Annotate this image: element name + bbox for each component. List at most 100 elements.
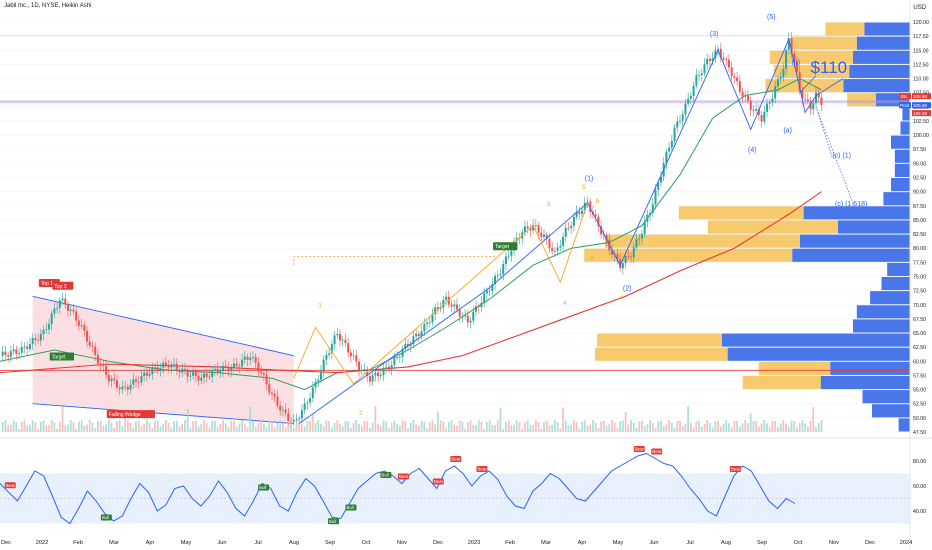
volume-bar: [97, 421, 99, 432]
candle-body: [485, 290, 488, 294]
volume-bar: [412, 420, 415, 432]
volume-bar: [548, 425, 551, 432]
candle-body: [53, 308, 56, 314]
candle-body: [466, 315, 469, 323]
candle-body: [570, 225, 573, 229]
volume-bar: [333, 422, 336, 432]
volume-bar: [129, 422, 132, 432]
volume-bar: [679, 420, 681, 432]
price-tick-label: 62.50: [913, 345, 926, 351]
volume-bar: [458, 420, 461, 432]
volume-bar: [431, 420, 434, 432]
volume-bar: [657, 421, 660, 432]
price-badge: [899, 102, 911, 109]
rsi-tag: [476, 466, 488, 472]
time-tick-label: Apr: [146, 540, 155, 546]
volume-bar: [165, 420, 167, 432]
time-tick-label: Aug: [289, 540, 299, 546]
candle-body: [417, 333, 420, 336]
candle-body: [45, 329, 48, 331]
candle-body: [64, 298, 67, 305]
candle-body: [284, 409, 287, 414]
candle-body: [649, 212, 652, 216]
rsi-tag-text: Bear: [434, 479, 444, 484]
candle-body: [107, 374, 110, 382]
candle-body: [203, 373, 205, 378]
volume-bar: [388, 428, 390, 432]
candle-body: [714, 50, 717, 59]
candle-body: [355, 355, 358, 362]
volume-bar: [445, 428, 447, 432]
volume-bar: [635, 427, 638, 432]
volume-bar: [132, 427, 135, 432]
candle-body: [156, 367, 159, 372]
price-axis[interactable]: 47.50 50.00 52.50 55.00 57.50 60.00 62.50 65.00…: [899, 0, 931, 550]
time-tick-label: Jun: [217, 540, 226, 546]
candle-body: [496, 275, 499, 277]
candle-body: [15, 349, 18, 354]
volume-bar: [447, 422, 450, 432]
candle-body: [121, 386, 124, 390]
candle-body: [583, 202, 586, 211]
candle-body: [148, 373, 151, 376]
candle-body: [368, 376, 371, 382]
volume-bar: [235, 426, 238, 432]
signal-tag-text: Top 2: [54, 284, 66, 290]
volume-bar: [545, 420, 548, 432]
candle-body: [292, 420, 295, 422]
target-price-label: $110: [811, 58, 848, 77]
volume-bar: [619, 421, 622, 432]
candle-body: [442, 299, 445, 308]
candle-body: [61, 298, 64, 301]
vp-bar: [584, 248, 793, 262]
candle-body: [224, 365, 227, 368]
volume-bar: [491, 424, 494, 432]
price-badge: [899, 93, 911, 100]
volume-bar: [94, 428, 97, 432]
candle-body: [262, 373, 265, 375]
candle-body: [227, 367, 230, 372]
volume-bar: [785, 423, 787, 432]
volume-bar: [749, 413, 752, 432]
volume-bar: [34, 422, 37, 432]
volume-bar: [113, 428, 116, 432]
candle-body: [75, 311, 78, 321]
volume-bar: [105, 424, 107, 432]
candle-body: [374, 372, 377, 376]
signal-tag: [52, 281, 74, 290]
candles: [1, 32, 823, 432]
volume-bar: [77, 421, 80, 432]
candle-body: [771, 98, 774, 103]
volume-bar: [241, 420, 243, 432]
candle-body: [241, 359, 244, 367]
volume-bar: [700, 426, 703, 432]
candle-body: [347, 343, 350, 353]
candle-body: [793, 53, 796, 62]
volume-bar: [124, 410, 127, 432]
time-axis[interactable]: Dec 2022 Feb Mar Apr May Jun Jul Aug Sep Oct Nov Dec…: [1, 540, 912, 546]
volume-bar: [374, 406, 377, 432]
volume-bar: [404, 421, 407, 432]
vp-bar: [791, 36, 857, 50]
candle-body: [311, 387, 314, 399]
volume-bar: [573, 420, 575, 432]
volume-bar: [151, 427, 154, 432]
candle-body: [412, 336, 415, 345]
volume-bar: [450, 420, 453, 432]
candle-body: [722, 57, 725, 60]
candle-body: [760, 115, 763, 122]
candle-body: [477, 306, 480, 308]
volume-bar: [197, 426, 200, 432]
volume-bar: [469, 420, 472, 432]
candle-body: [447, 296, 450, 305]
volume-bar: [224, 423, 227, 432]
candle-body: [540, 232, 543, 237]
candle-body: [736, 77, 739, 82]
price-tick-label: 70.00: [913, 303, 926, 309]
horizontal-levels: [0, 35, 910, 371]
candle-body: [344, 339, 347, 344]
volume-bar: [45, 425, 48, 432]
volume-bar: [1, 421, 4, 432]
volume-bar: [706, 420, 709, 432]
